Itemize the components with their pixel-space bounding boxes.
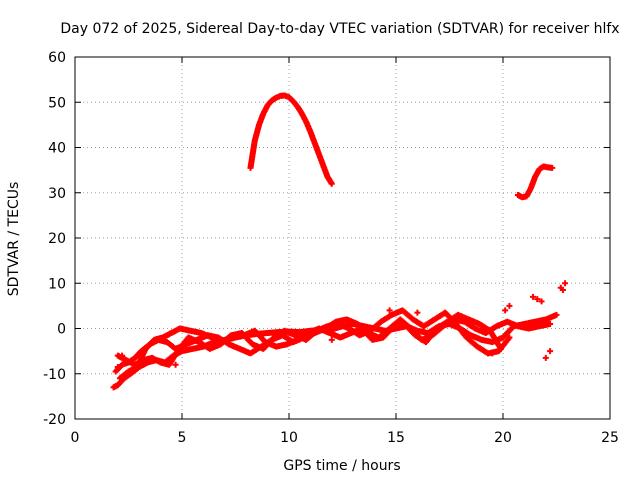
scattered-points-point xyxy=(529,293,536,300)
scattered-points-point xyxy=(386,307,393,314)
scattered-points-point xyxy=(414,309,421,316)
scattered-points-point xyxy=(489,350,496,357)
main-band-c-point xyxy=(506,334,513,341)
chart-title: Day 072 of 2025, Sidereal Day-to-day VTE… xyxy=(60,21,619,37)
scattered-points-point xyxy=(172,361,179,368)
x-tick-label: 15 xyxy=(387,430,405,446)
main-band-d-point xyxy=(497,345,504,352)
axis-ticks xyxy=(74,56,611,420)
x-tick-label: 0 xyxy=(71,430,80,446)
x-tick-label: 25 xyxy=(601,430,619,446)
scattered-points-point xyxy=(534,296,541,303)
x-tick-label: 20 xyxy=(494,430,512,446)
main-band-b-point xyxy=(547,320,554,327)
grid xyxy=(75,57,610,419)
x-tick-label: 10 xyxy=(280,430,298,446)
y-tick-label: 60 xyxy=(48,50,66,66)
scattered-points-point xyxy=(119,352,126,359)
scattered-points-point xyxy=(562,280,569,287)
main-band-a-point xyxy=(553,311,560,318)
scattered-points-point xyxy=(328,336,335,343)
y-tick-label: 50 xyxy=(48,95,66,111)
y-tick-label: 20 xyxy=(48,231,66,247)
x-tick-labels: 0 5 10 15 20 25 xyxy=(71,430,619,446)
y-tick-label: 0 xyxy=(57,322,66,338)
y-tick-label: 40 xyxy=(48,141,66,157)
scattered-points-point xyxy=(547,348,554,355)
x-tick-label: 5 xyxy=(178,430,187,446)
y-tick-labels: -20 -10 0 10 20 30 40 50 60 xyxy=(43,50,66,428)
y-axis-label: SDTVAR / TECUs xyxy=(6,182,22,297)
y-tick-label: -10 xyxy=(43,367,66,383)
data-points xyxy=(110,92,569,391)
arc-daytime-high-point xyxy=(328,180,335,187)
scattered-points-point xyxy=(559,287,566,294)
scattered-points-point xyxy=(502,307,509,314)
scattered-points-point xyxy=(506,302,513,309)
y-tick-label: -20 xyxy=(43,412,66,428)
scattered-points-point xyxy=(538,298,545,305)
y-tick-label: 30 xyxy=(48,186,66,202)
arc-late-evening-point xyxy=(549,164,556,171)
scattered-points-point xyxy=(114,363,121,370)
scattered-points-point xyxy=(542,354,549,361)
y-tick-label: 10 xyxy=(48,276,66,292)
x-axis-label: GPS time / hours xyxy=(283,458,400,474)
